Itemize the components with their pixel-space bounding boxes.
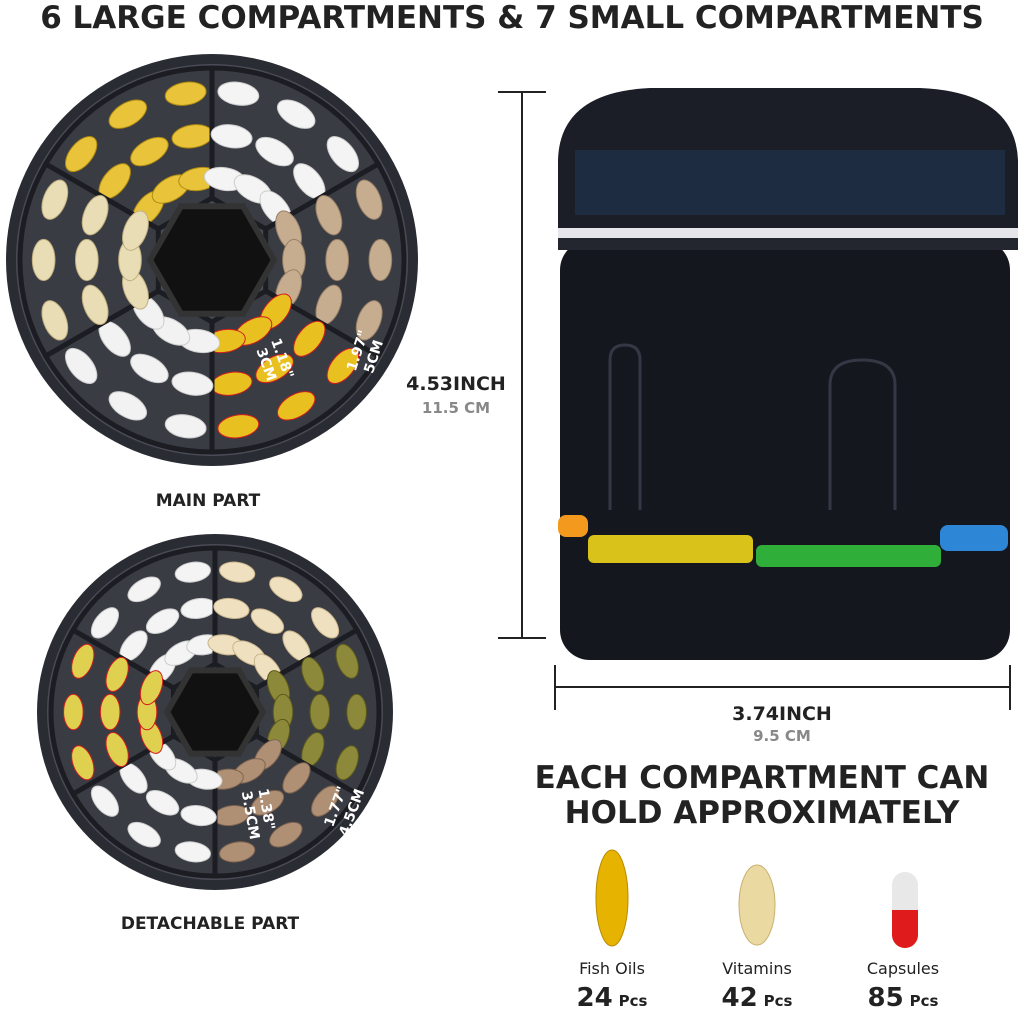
pill: [105, 732, 129, 768]
pill: [355, 300, 383, 341]
item-name: Vitamins: [722, 959, 792, 978]
unit: Pcs: [619, 992, 648, 1010]
dim-label: 1.38": [254, 787, 277, 831]
pill: [276, 391, 316, 421]
fish-oil-icon: [595, 849, 629, 947]
width-dimension: [554, 665, 1011, 710]
pill: [64, 136, 98, 173]
pill: [269, 576, 303, 603]
pill: [315, 194, 343, 236]
pill: [335, 643, 359, 679]
capacity-heading: HOLD APPROXIMATELY: [565, 795, 960, 831]
pill: [127, 821, 161, 848]
height-cm: 11.5 CM: [422, 399, 490, 417]
pill: [174, 561, 211, 583]
item-count: 24 Pcs: [576, 983, 647, 1012]
item-name: Fish Oils: [579, 959, 645, 978]
pill: [90, 607, 119, 639]
pill: [282, 762, 311, 794]
detachable-part-label: DETACHABLE PART: [121, 914, 300, 934]
capacity-heading: EACH COMPARTMENT CAN: [535, 760, 990, 796]
pill: [81, 284, 109, 326]
pill: [108, 99, 148, 129]
pill: [217, 81, 260, 106]
pill: [105, 656, 129, 692]
pill: [122, 210, 149, 251]
item-name: Capsules: [867, 959, 939, 978]
count: 85: [867, 983, 903, 1012]
pill: [326, 347, 360, 384]
pill: [335, 745, 359, 781]
pill: [108, 391, 148, 421]
pill: [41, 179, 69, 220]
pill: [164, 81, 207, 106]
unit: Pcs: [764, 992, 793, 1010]
pill: [255, 136, 294, 167]
pill: [130, 353, 169, 384]
pill: [269, 821, 303, 848]
height-dimension: [498, 91, 546, 639]
count: 42: [721, 983, 757, 1012]
pill: [99, 693, 121, 731]
pill: [31, 238, 56, 282]
pill: [255, 353, 294, 384]
center-hub: [163, 667, 267, 757]
pill: [276, 99, 316, 129]
pill: [171, 371, 214, 396]
pill: [311, 785, 340, 817]
unit: Pcs: [910, 992, 939, 1010]
main-part-label: MAIN PART: [156, 491, 261, 511]
capsule-icon: [892, 910, 918, 948]
vitamin-icon: [738, 864, 776, 946]
pill: [301, 656, 325, 692]
pill: [63, 693, 84, 731]
pill: [355, 179, 383, 220]
container: [558, 88, 1018, 660]
pill: [174, 841, 211, 863]
pill: [250, 789, 285, 816]
pill: [180, 804, 217, 827]
center-hub: [146, 203, 278, 317]
width-inch: 3.74INCH: [732, 703, 832, 725]
pill: [326, 136, 360, 173]
pill: [90, 785, 119, 817]
pill: [64, 347, 98, 384]
height-inch: 4.53INCH: [406, 373, 506, 395]
pill: [71, 745, 95, 781]
pill: [219, 561, 256, 583]
label-bg: [395, 368, 520, 416]
pill: [293, 320, 326, 357]
pill: [213, 597, 250, 620]
pill: [217, 414, 260, 439]
pill: [41, 300, 69, 341]
pill: [71, 643, 95, 679]
pill: [81, 194, 109, 236]
pill: [164, 414, 207, 439]
pill: [145, 608, 180, 635]
pill: [139, 670, 164, 706]
pill: [130, 136, 169, 167]
pill: [346, 693, 367, 731]
pill: [325, 238, 350, 282]
pill: [311, 607, 340, 639]
title: 6 LARGE COMPARTMENTS & 7 SMALL COMPARTME…: [40, 0, 984, 36]
item-count: 42 Pcs: [721, 983, 792, 1012]
pill: [250, 608, 285, 635]
item-count: 85 Pcs: [867, 983, 938, 1012]
pill: [219, 841, 256, 863]
pill: [210, 124, 253, 149]
pill: [74, 238, 99, 282]
pill: [309, 693, 331, 731]
pill: [368, 238, 393, 282]
count: 24: [576, 983, 612, 1012]
pill: [145, 789, 180, 816]
width-cm: 9.5 CM: [753, 727, 811, 745]
pill: [127, 576, 161, 603]
